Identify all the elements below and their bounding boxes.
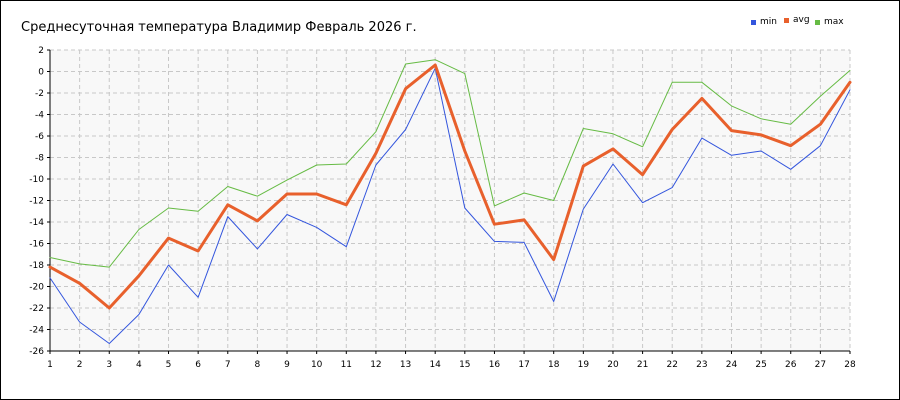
series-line-avg [48,63,852,310]
x-tick-label: 5 [166,360,172,370]
x-tick-label: 10 [311,360,323,370]
x-tick-label: 17 [518,360,529,370]
y-tick-labels: 2 0 -2 -4 -6 -8 -10 -12 -14 -16 -18 -20 -22 -24 -26 [29,46,44,357]
y-tick-label: -12 [29,197,44,207]
legend-label-min: min [760,17,777,27]
x-tick-label: 12 [370,360,381,370]
x-tick-label: 6 [195,360,201,370]
y-tick-label: -26 [29,347,44,357]
x-tick-label: 14 [429,360,441,370]
x-tick-label: 13 [400,360,411,370]
series-line-max [49,59,851,268]
legend-label-avg: avg [793,15,810,25]
x-tick-label: 15 [459,360,470,370]
x-tick-label: 20 [607,360,619,370]
x-tick-label: 9 [284,360,290,370]
x-tick-label: 7 [225,360,231,370]
y-tick-label: 2 [38,46,44,56]
y-tick-label: -20 [29,283,44,293]
y-tick-label: -2 [35,89,44,99]
x-tick-label: 2 [77,360,83,370]
series-line-min [49,67,851,344]
x-tick-label: 11 [341,360,352,370]
y-tick-label: -18 [29,261,44,271]
x-tick-label: 19 [578,360,590,370]
x-tick-label: 23 [696,360,707,370]
x-tick-label: 26 [785,360,797,370]
y-tick-label: -24 [29,326,44,336]
y-tick-label: -10 [29,175,44,185]
legend-swatch-max [815,20,820,25]
y-tick-label: -14 [29,218,44,228]
x-tick-label: 4 [136,360,142,370]
x-tick-label: 18 [548,360,560,370]
series-lines [48,59,852,344]
legend-swatch-min [751,20,756,25]
y-tick-label: -6 [35,132,44,142]
y-tick-label: -8 [35,154,44,164]
y-tick-label: -22 [29,304,44,314]
x-tick-label: 28 [844,360,856,370]
x-tick-label: 24 [726,360,738,370]
x-tick-label: 25 [755,360,766,370]
legend-swatch-avg [784,18,789,23]
x-tick-label: 27 [815,360,826,370]
x-tick-label: 22 [666,360,677,370]
x-tick-label: 1 [47,360,53,370]
y-tick-label: -16 [29,240,44,250]
y-tick-label: -4 [35,111,44,121]
legend-label-max: max [824,17,844,27]
x-tick-label: 16 [489,360,501,370]
x-tick-labels: 1 2 3 4 5 6 7 8 9 10 11 12 13 14 15 16 17 18 19 20 21 22 23 24 2… [47,360,856,370]
x-tick-label: 3 [106,360,112,370]
axes [49,50,850,352]
x-tick-label: 8 [255,360,261,370]
x-tick-label: 21 [637,360,648,370]
y-tick-label: 0 [38,68,44,78]
chart-title: Среднесуточная температура Владимир Февр… [21,20,417,35]
